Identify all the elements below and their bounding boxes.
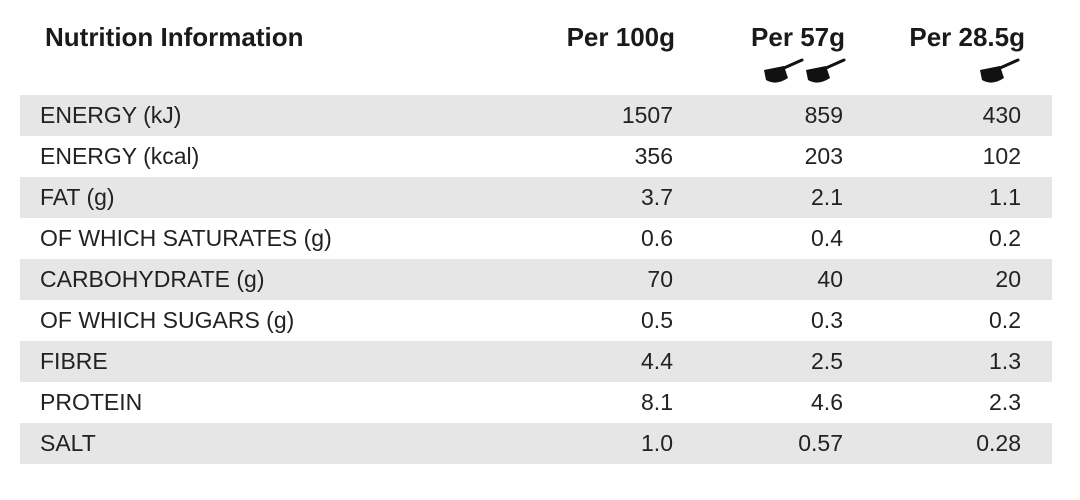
cell-value: 203 — [804, 143, 843, 169]
row-label: CARBOHYDRATE (g) — [40, 266, 265, 292]
row-label: SALT — [40, 430, 96, 456]
row-label: PROTEIN — [40, 389, 143, 415]
cell-value: 70 — [647, 266, 673, 292]
cell-value: 2.3 — [989, 389, 1021, 415]
row-label: FIBRE — [40, 348, 108, 374]
cell-value: 0.5 — [641, 307, 673, 333]
table-row: PROTEIN 8.1 4.6 2.3 — [20, 382, 1052, 423]
scoop-icon — [806, 58, 846, 83]
cell-value: 1.0 — [641, 430, 673, 456]
cell-value: 356 — [634, 143, 673, 169]
cell-value: 0.2 — [989, 307, 1021, 333]
cell-value: 0.57 — [798, 430, 843, 456]
cell-value: 40 — [817, 266, 843, 292]
cell-value: 0.4 — [811, 225, 843, 251]
cell-value: 430 — [982, 102, 1021, 128]
row-label: OF WHICH SUGARS (g) — [40, 307, 295, 333]
row-label: ENERGY (kcal) — [40, 143, 200, 169]
cell-value: 859 — [804, 102, 843, 128]
cell-value: 0.3 — [811, 307, 843, 333]
cell-value: 0.6 — [641, 225, 673, 251]
table-row: SALT 1.0 0.57 0.28 — [20, 423, 1052, 464]
column-header: Per 28.5g — [909, 22, 1025, 52]
row-label: OF WHICH SATURATES (g) — [40, 225, 332, 251]
cell-value: 0.28 — [976, 430, 1021, 456]
column-header: Per 57g — [751, 22, 845, 52]
row-label: ENERGY (kJ) — [40, 102, 182, 128]
cell-value: 20 — [995, 266, 1021, 292]
table-row: OF WHICH SATURATES (g) 0.6 0.4 0.2 — [20, 218, 1052, 259]
table-row: OF WHICH SUGARS (g) 0.5 0.3 0.2 — [20, 300, 1052, 341]
cell-value: 1.1 — [989, 184, 1021, 210]
scoop-icon — [764, 58, 804, 83]
cell-value: 2.5 — [811, 348, 843, 374]
cell-value: 1.3 — [989, 348, 1021, 374]
table-row: CARBOHYDRATE (g) 70 40 20 — [20, 259, 1052, 300]
cell-value: 3.7 — [641, 184, 673, 210]
table-row: ENERGY (kJ) 1507 859 430 — [20, 95, 1052, 136]
table-row: FAT (g) 3.7 2.1 1.1 — [20, 177, 1052, 218]
cell-value: 0.2 — [989, 225, 1021, 251]
scoop-icon — [980, 58, 1020, 83]
table-title: Nutrition Information — [45, 22, 304, 52]
table-row: FIBRE 4.4 2.5 1.3 — [20, 341, 1052, 382]
scoop-icons — [764, 58, 846, 83]
cell-value: 4.4 — [641, 348, 673, 374]
cell-value: 1507 — [621, 102, 673, 128]
column-header: Per 100g — [566, 22, 675, 52]
cell-value: 8.1 — [641, 389, 673, 415]
scoop-icons — [980, 58, 1020, 83]
cell-value: 2.1 — [811, 184, 843, 210]
cell-value: 4.6 — [811, 389, 843, 415]
row-label: FAT (g) — [40, 184, 115, 210]
cell-value: 102 — [982, 143, 1021, 169]
table-row: ENERGY (kcal) 356 203 102 — [20, 136, 1052, 177]
